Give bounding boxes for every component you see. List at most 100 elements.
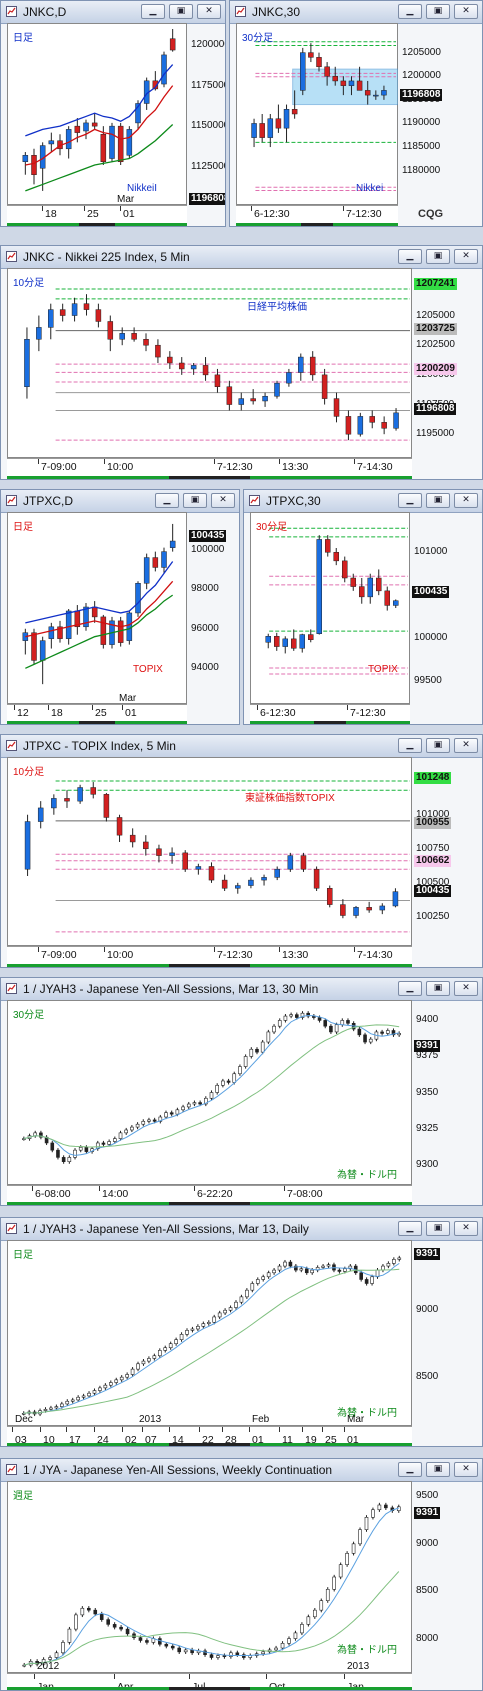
chart-svg: [236, 23, 398, 205]
chart-plot-area[interactable]: 10分足 東証株価指数TOPIX: [7, 757, 412, 946]
window-title: 1 / JYA - Japanese Yen-All Sessions, Wee…: [23, 1463, 333, 1477]
title-bar[interactable]: 1 / JYAH3 - Japanese Yen-All Sessions, M…: [1, 1218, 482, 1241]
restore-button[interactable]: ▣: [183, 493, 207, 508]
restore-button[interactable]: ▣: [169, 4, 193, 19]
title-bar[interactable]: JTPXC,D ▁ ▣ ✕: [1, 490, 239, 513]
chart-plot-area[interactable]: 30分足為替・ドル円: [7, 1000, 412, 1185]
candle-body: [304, 1268, 309, 1274]
timeframe-label: 週足: [13, 1491, 33, 1502]
minimize-button[interactable]: ▁: [398, 1221, 422, 1236]
candle-body: [310, 1269, 314, 1274]
restore-button[interactable]: ▣: [426, 1221, 450, 1236]
symbol-annotation: 為替・ドル円: [337, 1170, 397, 1181]
minimize-button[interactable]: ▁: [398, 249, 422, 264]
candle-body: [59, 309, 66, 316]
minimize-icon: ▁: [406, 6, 414, 16]
y-tick-label: 9000: [416, 1537, 439, 1549]
candle-body: [117, 125, 124, 163]
title-bar[interactable]: JTPXC,30 ▁ ▣ ✕: [244, 490, 482, 513]
close-button[interactable]: ✕: [454, 249, 478, 264]
x-tick-label: 24: [97, 1434, 109, 1445]
x-tick-label: 19: [305, 1434, 317, 1445]
close-button[interactable]: ✕: [454, 981, 478, 996]
close-button[interactable]: ✕: [454, 493, 478, 508]
candle-body: [118, 1132, 123, 1139]
title-bar[interactable]: 1 / JYA - Japanese Yen-All Sessions, Wee…: [1, 1459, 482, 1482]
title-bar[interactable]: 1 / JYAH3 - Japanese Yen-All Sessions, M…: [1, 978, 482, 1001]
minimize-button[interactable]: ▁: [398, 493, 422, 508]
candle-body: [239, 1296, 244, 1303]
minimize-button[interactable]: ▁: [398, 1462, 422, 1477]
restore-button[interactable]: ▣: [426, 738, 450, 753]
minimize-button[interactable]: ▁: [155, 493, 179, 508]
y-tick-label: 1185000: [402, 141, 441, 153]
x-tick-label: 18: [51, 707, 63, 719]
chart-plot-area[interactable]: 10分足 日経平均株価: [7, 268, 412, 458]
candle-body: [289, 1014, 293, 1017]
title-bar[interactable]: JNKC,30 ▁ ▣ ✕: [230, 1, 482, 24]
x-secondary-label: Dec: [15, 1414, 33, 1425]
candle-body: [156, 848, 162, 856]
moving-average-line: [23, 1024, 400, 1148]
chart-plot-area[interactable]: 日足 TOPIX: [7, 512, 187, 704]
restore-button[interactable]: ▣: [426, 4, 450, 19]
candle-body: [155, 344, 161, 358]
close-button[interactable]: ✕: [197, 4, 221, 19]
restore-button[interactable]: ▣: [426, 1462, 450, 1477]
y-tick-label: 96000: [191, 622, 219, 634]
minimize-button[interactable]: ▁: [398, 738, 422, 753]
candle-body: [50, 1142, 55, 1151]
x-tick-label: 03: [15, 1434, 27, 1445]
chart-plot-area[interactable]: 日足 NikkeiI: [7, 23, 187, 205]
x-tick-label: 14:00: [102, 1188, 129, 1200]
close-button[interactable]: ✕: [454, 1462, 478, 1477]
x-tick-label: 10:00: [107, 461, 134, 473]
candle-body: [192, 1102, 197, 1105]
session-bar: [7, 721, 187, 724]
candle-body: [101, 1142, 106, 1145]
minimize-button[interactable]: ▁: [141, 4, 165, 19]
chart-plot-area[interactable]: 30分足 Nikkei: [236, 23, 398, 205]
minimize-button[interactable]: ▁: [398, 981, 422, 996]
y-tick-label: 9400: [416, 1014, 439, 1026]
chart-plot-area[interactable]: 週足 為替・ドル円: [7, 1481, 412, 1673]
price-tag: 9391: [414, 1248, 441, 1260]
candle-body: [179, 1334, 184, 1340]
chart-plot-area[interactable]: 30分足 TOPIX: [250, 512, 410, 704]
candle-body: [31, 632, 37, 661]
timeframe-label: 30分足: [13, 1010, 45, 1021]
close-button[interactable]: ✕: [211, 493, 235, 508]
candle-body: [169, 852, 175, 856]
x-tick-label: 13:30: [282, 949, 309, 961]
candle-body: [265, 636, 271, 643]
candle-body: [377, 1504, 382, 1511]
chart-plot-area[interactable]: 日足 為替・ドル円: [7, 1240, 412, 1426]
minimize-button[interactable]: ▁: [398, 4, 422, 19]
symbol-annotation: 日経平均株価: [247, 302, 307, 313]
x-tick-label: 25: [87, 208, 99, 220]
title-bar[interactable]: JNKC,D ▁ ▣ ✕: [1, 1, 225, 24]
candle-body: [174, 1339, 178, 1345]
candle-body: [286, 372, 292, 384]
restore-button[interactable]: ▣: [426, 981, 450, 996]
candle-body: [195, 866, 202, 870]
x-axis: 7-09:00 10:00 7-12:30 13:30 7-14:30: [7, 458, 412, 477]
restore-button[interactable]: ▣: [426, 493, 450, 508]
candle-body: [164, 1112, 168, 1118]
candle-body: [80, 1607, 85, 1616]
candle-body: [109, 125, 115, 159]
window-jtpxc-5min: JTPXC - TOPIX Index, 5 Min ▁ ▣ ✕ 10分足 東証株価指数T…: [0, 734, 483, 968]
restore-button[interactable]: ▣: [426, 249, 450, 264]
title-bar[interactable]: JNKC - Nikkei 225 Index, 5 Min ▁ ▣ ✕: [1, 246, 482, 269]
close-button[interactable]: ✕: [454, 738, 478, 753]
candle-body: [190, 365, 197, 370]
price-tag: 101248: [414, 772, 452, 784]
candle-body: [323, 1020, 328, 1027]
title-bar[interactable]: JTPXC - TOPIX Index, 5 Min ▁ ▣ ✕: [1, 735, 482, 758]
close-button[interactable]: ✕: [454, 1221, 478, 1236]
candle-body: [359, 586, 365, 598]
candle-body: [95, 309, 102, 322]
price-tag: 100435: [189, 530, 227, 542]
close-button[interactable]: ✕: [454, 4, 478, 19]
candle-body: [124, 1129, 129, 1134]
